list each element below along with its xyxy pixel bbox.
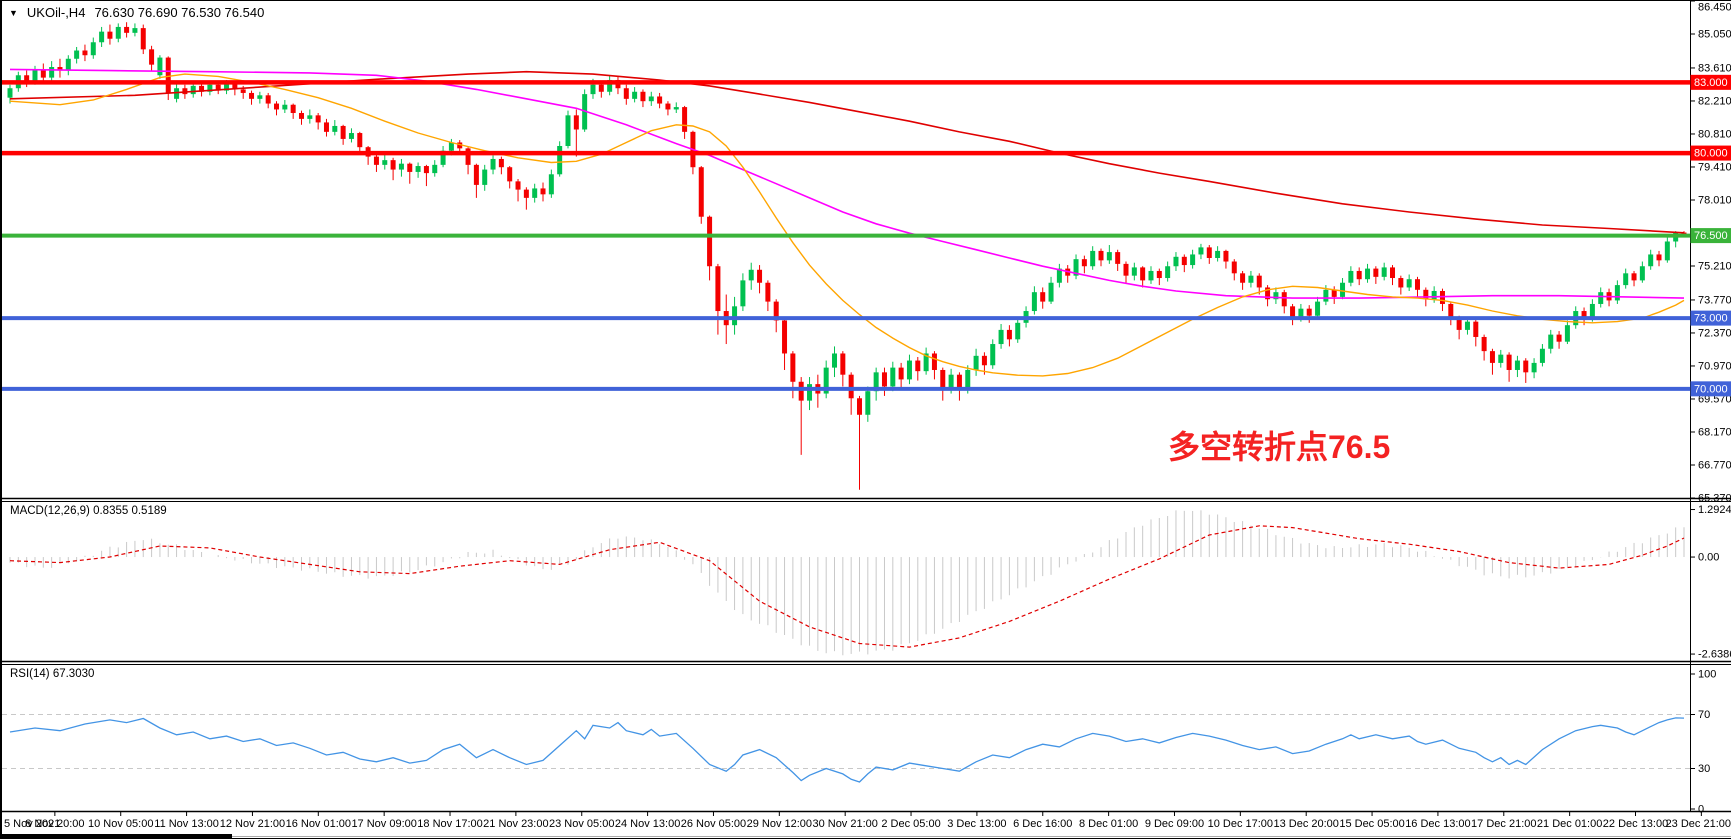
- symbol-timeframe-label: UKOil-,H4: [26, 5, 86, 20]
- svg-text:30 Nov 21:00: 30 Nov 21:00: [812, 818, 877, 830]
- svg-text:6 Dec 16:00: 6 Dec 16:00: [1013, 818, 1072, 830]
- svg-text:15 Dec 05:00: 15 Dec 05:00: [1339, 818, 1404, 830]
- svg-text:70: 70: [1698, 709, 1710, 721]
- svg-text:11 Nov 13:00: 11 Nov 13:00: [154, 818, 219, 830]
- price-level-badge-76.500: 76.500: [1690, 228, 1731, 244]
- svg-text:82.210: 82.210: [1698, 95, 1731, 107]
- svg-text:8 Dec 01:00: 8 Dec 01:00: [1079, 818, 1138, 830]
- svg-text:73.770: 73.770: [1698, 294, 1731, 306]
- svg-text:70.970: 70.970: [1698, 360, 1731, 372]
- svg-text:2 Dec 05:00: 2 Dec 05:00: [881, 818, 940, 830]
- chart-title-bar: ▼ UKOil-,H4 76.630 76.690 76.530 76.540: [9, 5, 264, 20]
- svg-text:73.000: 73.000: [1694, 313, 1728, 325]
- svg-text:29 Nov 12:00: 29 Nov 12:00: [747, 818, 812, 830]
- price-axis[interactable]: 86.450 85.050 83.610 82.210 80.810 79.410 78.0…: [1690, 1, 1731, 816]
- ma-slow-red-line: [9, 70, 1685, 234]
- svg-text:66.770: 66.770: [1698, 459, 1731, 471]
- svg-text:75.210: 75.210: [1698, 261, 1731, 273]
- ma-fast-orange-line: [9, 73, 1685, 377]
- svg-text:18 Nov 17:00: 18 Nov 17:00: [417, 818, 482, 830]
- svg-text:24 Nov 13:00: 24 Nov 13:00: [615, 818, 680, 830]
- svg-text:30: 30: [1698, 763, 1710, 775]
- horizontal-scrollbar-track: [2, 836, 1731, 837]
- svg-text:5 Nov 2021: 5 Nov 2021: [4, 818, 60, 830]
- candles-layer: [7, 22, 1687, 490]
- svg-text:76.500: 76.500: [1694, 230, 1728, 242]
- svg-text:79.410: 79.410: [1698, 161, 1731, 173]
- svg-text:3 Dec 13:00: 3 Dec 13:00: [947, 818, 1006, 830]
- svg-text:83.000: 83.000: [1694, 77, 1728, 89]
- ohlc-quote-label: 76.630 76.690 76.530 76.540: [94, 5, 265, 20]
- svg-text:22 Dec 13:00: 22 Dec 13:00: [1603, 818, 1668, 830]
- svg-text:1.2924: 1.2924: [1698, 504, 1731, 516]
- macd-signal-line: [9, 525, 1685, 648]
- svg-text:26 Nov 05:00: 26 Nov 05:00: [681, 818, 746, 830]
- svg-text:23 Nov 05:00: 23 Nov 05:00: [549, 818, 614, 830]
- svg-text:70.000: 70.000: [1694, 383, 1728, 395]
- macd-indicator-label: MACD(12,26,9) 0.8355 0.5189: [10, 505, 167, 517]
- svg-text:10 Nov 05:00: 10 Nov 05:00: [88, 818, 153, 830]
- price-level-badge-70.000: 70.000: [1690, 381, 1731, 397]
- svg-text:10 Dec 17:00: 10 Dec 17:00: [1208, 818, 1273, 830]
- horizontal-scrollbar-thumb[interactable]: [2, 834, 232, 838]
- symbol-dropdown-icon[interactable]: ▼: [9, 8, 18, 18]
- panel-frame: [2, 1, 1731, 813]
- svg-text:13 Dec 20:00: 13 Dec 20:00: [1273, 818, 1338, 830]
- rsi-indicator-label: RSI(14) 67.3030: [10, 668, 95, 680]
- svg-text:16 Nov 01:00: 16 Nov 01:00: [286, 818, 351, 830]
- svg-text:21 Nov 23:00: 21 Nov 23:00: [483, 818, 548, 830]
- svg-text:21 Dec 01:00: 21 Dec 01:00: [1537, 818, 1602, 830]
- svg-text:0: 0: [1698, 804, 1704, 816]
- svg-text:68.170: 68.170: [1698, 426, 1731, 438]
- svg-text:72.370: 72.370: [1698, 327, 1731, 339]
- svg-text:86.450: 86.450: [1698, 2, 1731, 14]
- svg-text:17 Dec 21:00: 17 Dec 21:00: [1471, 818, 1536, 830]
- svg-text:100: 100: [1698, 669, 1716, 681]
- svg-text:8 Nov 20:00: 8 Nov 20:00: [25, 818, 84, 830]
- svg-text:16 Dec 13:00: 16 Dec 13:00: [1405, 818, 1470, 830]
- svg-text:85.050: 85.050: [1698, 29, 1731, 41]
- trade-note-annotation: 多空转折点76.5: [1168, 429, 1391, 465]
- svg-text:-2.6386: -2.6386: [1698, 649, 1731, 661]
- svg-text:65.370: 65.370: [1698, 493, 1731, 505]
- price-level-badge-80.000: 80.000: [1690, 145, 1731, 161]
- svg-text:83.610: 83.610: [1698, 62, 1731, 74]
- svg-text:80.000: 80.000: [1694, 148, 1728, 160]
- svg-text:12 Nov 21:00: 12 Nov 21:00: [220, 818, 285, 830]
- svg-text:69.570: 69.570: [1698, 393, 1731, 405]
- rsi-line: [9, 717, 1685, 783]
- svg-text:80.810: 80.810: [1698, 128, 1731, 140]
- price-level-badge-83.000: 83.000: [1690, 74, 1731, 90]
- svg-text:0.00: 0.00: [1698, 552, 1719, 564]
- ma-mid-magenta-line: [9, 68, 1685, 299]
- svg-text:9 Dec 09:00: 9 Dec 09:00: [1145, 818, 1204, 830]
- svg-text:17 Nov 09:00: 17 Nov 09:00: [351, 818, 416, 830]
- svg-text:78.010: 78.010: [1698, 194, 1731, 206]
- svg-text:23 Dec 21:00: 23 Dec 21:00: [1666, 818, 1731, 830]
- price-level-badge-73.000: 73.000: [1690, 310, 1731, 326]
- macd-histogram-layer: [9, 510, 1685, 656]
